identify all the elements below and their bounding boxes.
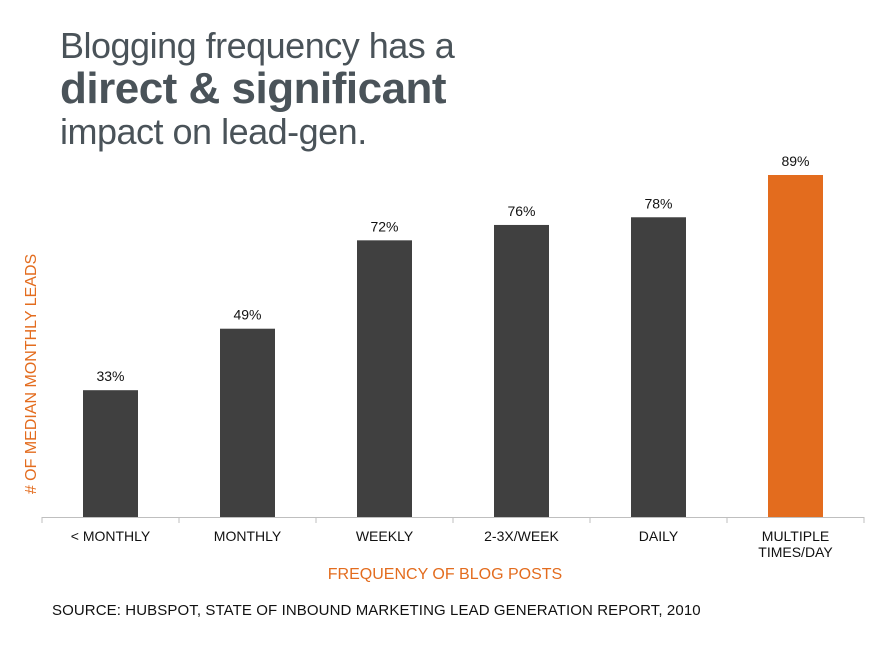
category-label-6-line-1: MULTIPLE [762, 528, 829, 544]
value-label-6: 89% [781, 153, 809, 169]
value-label-3: 72% [370, 218, 398, 234]
source-note: SOURCE: HUBSPOT, STATE OF INBOUND MARKET… [52, 602, 701, 619]
value-label-1: 33% [96, 368, 124, 384]
title-line-3: impact on lead-gen. [60, 111, 367, 152]
bar-3 [357, 240, 412, 517]
bar-4 [494, 224, 549, 517]
value-label-2: 49% [233, 307, 261, 323]
chart-title: Blogging frequency has a direct & signif… [60, 25, 455, 152]
y-axis-title: # OF MEDIAN MONTHLY LEADS [23, 254, 40, 494]
category-label-1: < MONTHLY [71, 528, 151, 544]
category-label-5: DAILY [639, 528, 679, 544]
bar-5 [631, 217, 686, 518]
category-label-4: 2-3X/WEEK [484, 528, 559, 544]
title-line-1: Blogging frequency has a [60, 25, 455, 66]
x-axis-title: FREQUENCY OF BLOG POSTS [328, 566, 562, 583]
bar-2 [220, 328, 275, 517]
title-line-2: direct & significant [60, 64, 447, 113]
value-label-5: 78% [644, 195, 672, 211]
value-label-4: 76% [507, 203, 535, 219]
category-label-3: WEEKLY [356, 528, 414, 544]
category-label-2: MONTHLY [214, 528, 282, 544]
category-label-6-line-2: TIMES/DAY [758, 544, 833, 560]
bar-6 [768, 175, 823, 517]
bar-1 [83, 390, 138, 517]
